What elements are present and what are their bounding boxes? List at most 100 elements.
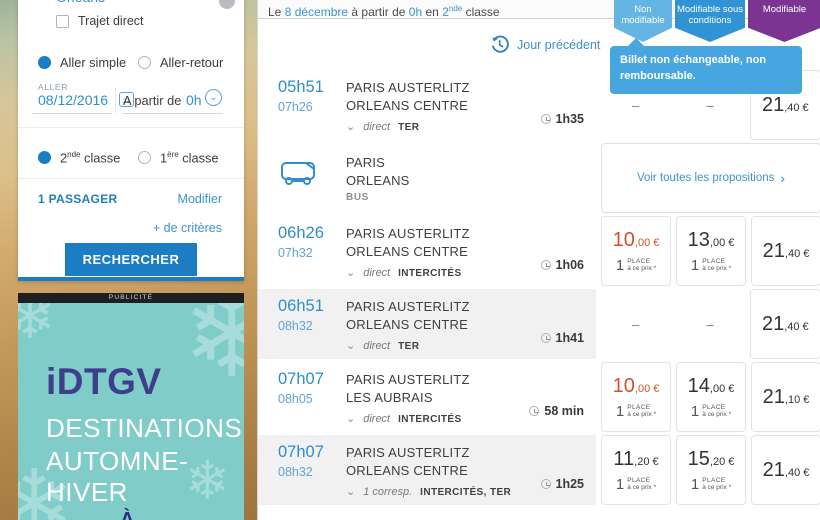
train-result-row[interactable]: 07h07 08h05 PARIS AUSTERLITZ LES AUBRAIS … (258, 362, 820, 432)
places-left: 1 PLACE à ce prix * (690, 475, 732, 493)
fare-cell[interactable]: 13,00 € 1 PLACE à ce prix * (676, 216, 746, 286)
train-result-row[interactable]: 07h07 08h32 PARIS AUSTERLITZ ORLEANS CENT… (258, 435, 820, 505)
direct-checkbox[interactable] (56, 14, 69, 28)
fare-cell[interactable]: 15,20 € 1 PLACE à ce prix * (676, 435, 746, 505)
fare-price: 15,20 € (687, 447, 735, 470)
arrival-time: 08h05 (278, 392, 313, 406)
non-exchangeable-tooltip: Billet non échangeable, non remboursable… (610, 38, 802, 94)
fare-cell[interactable]: 21,10 € (751, 362, 820, 432)
field-divider (115, 88, 116, 113)
search-form-card: Orléans Trajet direct Aller simple Aller… (18, 0, 244, 281)
departure-time: 07h07 (278, 370, 324, 388)
places-left: 1 PLACE à ce prix * (615, 256, 657, 274)
expand-chevron-icon[interactable]: ⌄ (346, 340, 356, 352)
fare-cell[interactable]: 21,40 € (751, 435, 820, 505)
destination-input[interactable]: Orléans (56, 0, 105, 5)
schedule-cell[interactable]: 06h51 08h32 PARIS AUSTERLITZ ORLEANS CENT… (258, 289, 596, 359)
fare-price: 21,10 € (762, 385, 810, 408)
search-button[interactable]: RECHERCHER (65, 243, 197, 276)
fare-cell[interactable]: 10,00 € 1 PLACE à ce prix * (601, 216, 671, 286)
ad-tag-label: PUBLICITÉ (18, 293, 244, 303)
route-type: direct (363, 121, 391, 133)
second-class-label: 2nde classe (60, 150, 121, 166)
previous-day-link[interactable]: Jour précédent (490, 35, 600, 54)
fare-cell[interactable]: 14,00 € 1 PLACE à ce prix * (676, 362, 746, 432)
fare-cell[interactable]: 21,40 € (751, 216, 820, 286)
fare-price: 11,20 € (613, 447, 659, 470)
origin-station: PARIS AUSTERLITZ (346, 80, 470, 95)
previous-day-label: Jour précédent (517, 37, 601, 52)
origin-station: PARIS AUSTERLITZ (346, 445, 470, 460)
one-way-radio[interactable] (38, 56, 51, 69)
ad-headline-line2: AUTOMNE-HIVER (46, 446, 189, 507)
passenger-count: 1 PASSAGER (38, 192, 118, 206)
fare-price: 21,40 € (761, 312, 809, 335)
places-left: 1 PLACE à ce prix * (615, 402, 657, 420)
snowflake-icon: ❄ (184, 451, 230, 511)
route-type: direct (363, 340, 391, 352)
places-left: 1 PLACE à ce prix * (690, 256, 732, 274)
fare-price-promo: 10,00 € (612, 228, 660, 251)
swap-icon[interactable] (219, 0, 235, 9)
round-trip-option[interactable]: Aller-retour (138, 55, 223, 70)
divider (18, 178, 244, 179)
schedule-cell[interactable]: 06h26 07h32 PARIS AUSTERLITZ ORLEANS CENT… (258, 216, 596, 286)
clock-icon (540, 333, 551, 343)
arrival-time: 07h32 (278, 246, 313, 260)
arrival-time: 08h32 (278, 465, 313, 479)
trip-duration: 1h25 (555, 477, 585, 491)
date-input[interactable]: 08/12/2016 (38, 92, 109, 108)
column-header-modifiable-conditions: Modifiable sous conditions (675, 0, 745, 42)
fare-cell[interactable]: 11,20 € 1 PLACE à ce prix * (601, 435, 671, 505)
arrival-time: 08h32 (278, 319, 313, 333)
expand-chevron-icon[interactable]: ⌄ (346, 121, 356, 133)
train-result-row[interactable]: 06h51 08h32 PARIS AUSTERLITZ ORLEANS CENT… (258, 289, 820, 359)
first-class-option[interactable]: 1ère classe (138, 150, 219, 165)
one-way-option[interactable]: Aller simple (38, 55, 126, 70)
fare-price: 21,40 € (761, 93, 809, 116)
schedule-cell[interactable]: 07h07 08h05 PARIS AUSTERLITZ LES AUBRAIS … (258, 362, 596, 432)
time-underline (123, 113, 223, 114)
train-result-row[interactable]: 06h26 07h32 PARIS AUSTERLITZ ORLEANS CENT… (258, 216, 820, 286)
schedule-cell[interactable]: 07h07 08h32 PARIS AUSTERLITZ ORLEANS CENT… (258, 435, 596, 505)
round-trip-radio[interactable] (138, 56, 151, 69)
first-class-radio[interactable] (138, 151, 151, 165)
expand-chevron-icon[interactable]: ⌄ (346, 267, 356, 279)
second-class-option[interactable]: 2nde classe (38, 150, 120, 165)
advertisement[interactable]: PUBLICITÉ ❄ ❄ ❄ ❄ iDTGV DESTINATIONS AUT… (18, 293, 244, 520)
places-left: 1 PLACE à ce prix * (615, 475, 657, 493)
route-type: direct (363, 267, 391, 279)
results-list: 05h51 07h26 PARIS AUSTERLITZ ORLEANS CENT… (258, 70, 820, 508)
schedule-cell[interactable]: PARIS ORLEANS BUS (258, 143, 596, 213)
date-underline (32, 113, 112, 114)
time-prefix-label: A partir de (123, 93, 182, 108)
carrier-label: TER (398, 121, 420, 133)
snowflake-icon: ❄ (18, 452, 75, 520)
clock-icon (540, 260, 551, 270)
arrival-time: 07h26 (278, 100, 313, 114)
bus-result-row[interactable]: PARIS ORLEANS BUS Voir toutes les propos… (258, 143, 820, 213)
clock-icon (540, 114, 551, 124)
calendar-icon[interactable]: 21 (119, 92, 134, 107)
route-type: direct (363, 413, 391, 425)
expand-chevron-icon[interactable]: ⌄ (346, 413, 356, 425)
destination-station: ORLEANS CENTRE (346, 98, 468, 113)
origin-station: PARIS (346, 155, 386, 170)
chevron-down-icon[interactable]: ⌄ (205, 89, 222, 106)
fare-cell[interactable]: 21,40 € (749, 289, 820, 359)
ad-brand-logo: iDTGV (46, 361, 162, 402)
schedule-cell[interactable]: 05h51 07h26 PARIS AUSTERLITZ ORLEANS CENT… (258, 70, 596, 140)
see-all-propositions-link[interactable]: Voir toutes les propositions › (601, 143, 820, 213)
second-class-radio[interactable] (38, 151, 51, 165)
modify-link[interactable]: Modifier (177, 192, 222, 206)
expand-chevron-icon[interactable]: ⌄ (346, 486, 356, 498)
ad-body[interactable]: ❄ ❄ ❄ ❄ iDTGV DESTINATIONS AUTOMNE-HIVER… (18, 303, 244, 520)
direct-trip-option[interactable]: Trajet direct (56, 14, 144, 28)
more-criteria-link[interactable]: + de critères (152, 221, 222, 235)
divider (18, 127, 244, 128)
fare-cell[interactable]: 10,00 € 1 PLACE à ce prix * (601, 362, 671, 432)
time-select[interactable]: 0h (186, 92, 202, 108)
trip-duration: 1h41 (555, 331, 585, 345)
destination-station: LES AUBRAIS (346, 390, 433, 405)
